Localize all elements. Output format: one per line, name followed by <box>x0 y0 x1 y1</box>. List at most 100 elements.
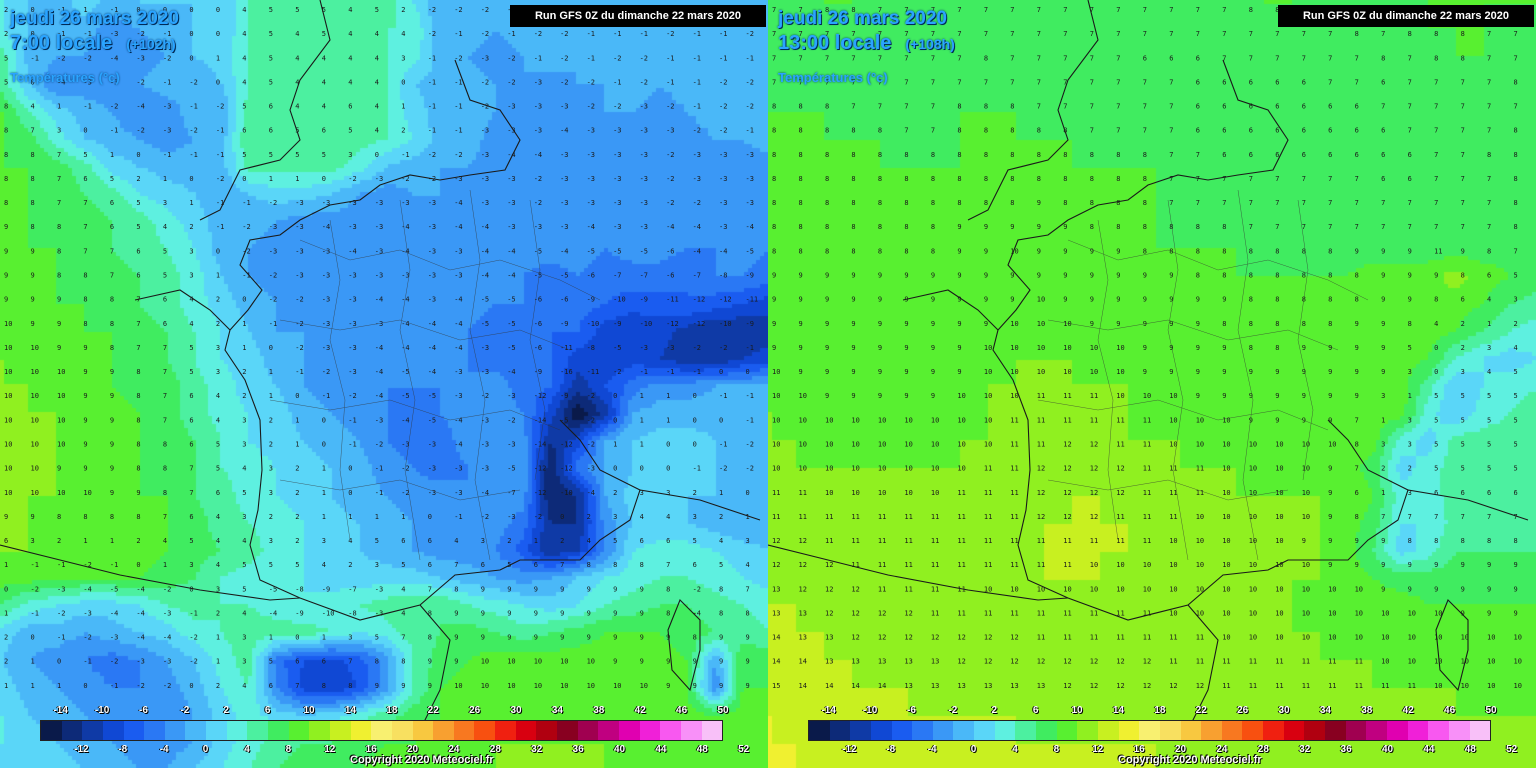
grid-temperature-value: 5 <box>375 537 379 545</box>
grid-temperature-value: 5 <box>1434 441 1438 449</box>
grid-temperature-value: 6 <box>1302 78 1306 86</box>
legend-swatch <box>433 721 454 740</box>
grid-temperature-value: -3 <box>507 127 515 135</box>
legend-tick-label: 36 <box>572 744 584 755</box>
grid-temperature-value: 4 <box>242 78 246 86</box>
legend-swatch <box>1015 721 1037 740</box>
grid-temperature-value: 1 <box>746 513 750 521</box>
grid-temperature-value: 8 <box>878 127 882 135</box>
grid-temperature-value: 12 <box>984 658 992 666</box>
grid-temperature-value: 8 <box>1222 320 1226 328</box>
grid-temperature-value: 6 <box>1355 489 1359 497</box>
grid-temperature-value: 11 <box>1275 682 1283 690</box>
legend-bottom-labels: -12 -8 -4 0 4 8 12 16 20 24 28 32 36 40 44 48 52 <box>0 744 768 756</box>
grid-temperature-value: 10 <box>1302 489 1310 497</box>
grid-temperature-value: 8 <box>1461 30 1465 38</box>
grid-temperature-value: 10 <box>1302 513 1310 521</box>
grid-temperature-value: 7 <box>1169 103 1173 111</box>
grid-temperature-value: 8 <box>1408 537 1412 545</box>
grid-temperature-value: -1 <box>375 489 383 497</box>
grid-temperature-value: 2 <box>4 634 8 642</box>
legend-tick-label: -12 <box>842 744 857 755</box>
grid-temperature-value: 10 <box>31 416 39 424</box>
grid-temperature-value: 4 <box>295 78 299 86</box>
coastline-borders-left <box>0 0 761 731</box>
grid-temperature-value: 8 <box>851 175 855 183</box>
grid-temperature-value: 8 <box>1090 223 1094 231</box>
grid-temperature-value: 9 <box>1355 320 1359 328</box>
grid-temperature-value: 12 <box>1090 682 1098 690</box>
grid-temperature-value: 9 <box>1302 344 1306 352</box>
grid-temperature-value: 9 <box>851 272 855 280</box>
grid-temperature-value: -5 <box>507 296 515 304</box>
grid-temperature-value: 5 <box>242 489 246 497</box>
grid-temperature-value: -4 <box>136 609 144 617</box>
grid-temperature-value: -1 <box>454 513 462 521</box>
legend-swatch <box>974 721 995 740</box>
grid-temperature-value: 2 <box>216 682 220 690</box>
grid-temperature-value: 9 <box>1408 247 1412 255</box>
grid-temperature-value: 10 <box>4 489 12 497</box>
grid-temperature-value: 9 <box>904 344 908 352</box>
grid-temperature-value: 3 <box>216 344 220 352</box>
grid-temperature-value: 10 <box>1408 609 1416 617</box>
grid-temperature-value: 1 <box>4 561 8 569</box>
grid-temperature-value: 9 <box>957 296 961 304</box>
legend-swatch <box>1159 721 1181 740</box>
grid-temperature-value: 11 <box>878 537 886 545</box>
grid-temperature-value: 0 <box>613 416 617 424</box>
model-run-label: Run GFS 0Z du dimanche 22 mars 2020 <box>510 5 766 27</box>
grid-temperature-value: -1 <box>428 127 436 135</box>
grid-temperature-value: 10 <box>1249 489 1257 497</box>
grid-temperature-value: -3 <box>507 175 515 183</box>
grid-temperature-value: 8 <box>4 103 8 111</box>
grid-temperature-value: 5 <box>4 54 8 62</box>
grid-temperature-value: 12 <box>1063 489 1071 497</box>
grid-temperature-value: 8 <box>666 609 670 617</box>
grid-temperature-value: 7 <box>1302 175 1306 183</box>
grid-temperature-value: -4 <box>401 416 409 424</box>
grid-temperature-value: 12 <box>904 609 912 617</box>
grid-temperature-value: 4 <box>375 127 379 135</box>
grid-temperature-value: 7 <box>1514 103 1518 111</box>
legend-swatch <box>164 721 186 740</box>
grid-temperature-value: 1 <box>83 537 87 545</box>
grid-temperature-value: 11 <box>1116 634 1124 642</box>
grid-temperature-value: 11 <box>1037 561 1045 569</box>
grid-temperature-value: 0 <box>216 6 220 14</box>
grid-temperature-value: 10 <box>1063 320 1071 328</box>
legend-tick-label: 36 <box>1340 744 1352 755</box>
grid-temperature-value: -4 <box>507 368 515 376</box>
legend-swatch <box>1448 721 1470 740</box>
grid-temperature-value: -1 <box>31 609 39 617</box>
grid-temperature-value: 14 <box>825 682 833 690</box>
legend-tick-label: 14 <box>1112 705 1125 716</box>
grid-temperature-value: 6 <box>1461 489 1465 497</box>
grid-temperature-value: 8 <box>1514 537 1518 545</box>
grid-temperature-value: 10 <box>560 658 568 666</box>
grid-temperature-value: 7 <box>1116 30 1120 38</box>
grid-temperature-value: -5 <box>534 272 542 280</box>
grid-temperature-value: 2 <box>587 513 591 521</box>
grid-temperature-value: 10 <box>772 416 780 424</box>
grid-temperature-value: 6 <box>1249 78 1253 86</box>
grid-temperature-value: 8 <box>1037 175 1041 183</box>
grid-temperature-value: 9 <box>83 344 87 352</box>
grid-temperature-value: 1 <box>31 658 35 666</box>
grid-temperature-value: 11 <box>1090 609 1098 617</box>
grid-temperature-value: -2 <box>719 465 727 473</box>
grid-temperature-value: 5 <box>322 151 326 159</box>
grid-temperature-value: 11 <box>1143 441 1151 449</box>
grid-temperature-value: 10 <box>1169 537 1177 545</box>
grid-temperature-value: -4 <box>375 368 383 376</box>
grid-temperature-value: 8 <box>4 199 8 207</box>
grid-temperature-value: 9 <box>1434 272 1438 280</box>
grid-temperature-value: 8 <box>1196 272 1200 280</box>
grid-temperature-value: 9 <box>4 296 8 304</box>
grid-temperature-value: 7 <box>348 658 352 666</box>
grid-temperature-value: -1 <box>322 392 330 400</box>
grid-temperature-value: 2 <box>4 30 8 38</box>
grid-temperature-value: 9 <box>825 392 829 400</box>
grid-temperature-value: -4 <box>454 344 462 352</box>
grid-temperature-value: 10 <box>1302 634 1310 642</box>
